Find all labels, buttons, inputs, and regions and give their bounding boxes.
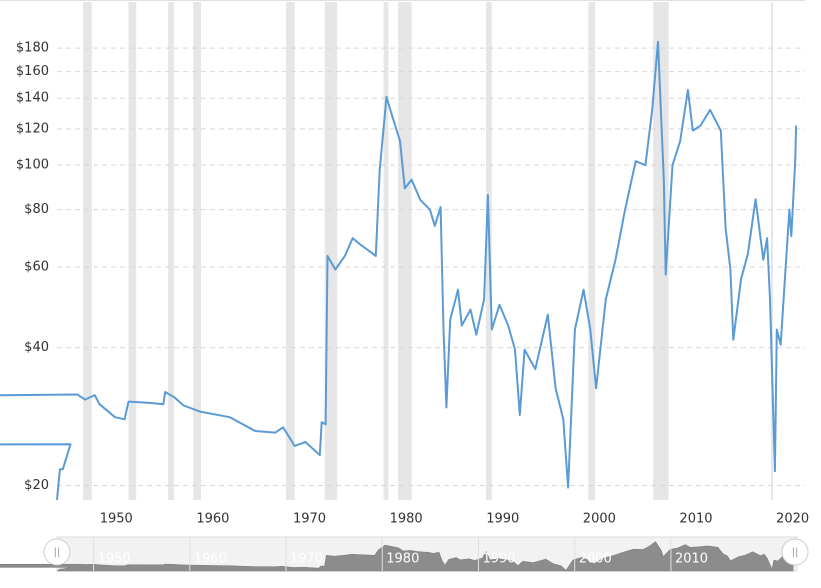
recession-band bbox=[128, 2, 137, 500]
navigator-handle-right[interactable] bbox=[781, 538, 809, 566]
x-tick-label: 2020 bbox=[776, 512, 809, 527]
price-line bbox=[0, 40, 798, 501]
navigator-area bbox=[0, 541, 794, 572]
x-tick-label: 1970 bbox=[293, 512, 326, 527]
handle-grip: || bbox=[792, 547, 799, 558]
navigator-label: 1970 bbox=[290, 552, 323, 567]
recession-band bbox=[771, 2, 773, 500]
navigator-label: 1950 bbox=[98, 552, 131, 567]
x-tick-label: 2000 bbox=[583, 512, 616, 527]
navigator-label: 1990 bbox=[482, 552, 515, 567]
handle-grip: || bbox=[54, 547, 61, 558]
recession-band bbox=[398, 2, 412, 500]
x-tick-label: 1960 bbox=[196, 512, 229, 527]
y-tick-label: $100 bbox=[16, 158, 49, 173]
recession-band bbox=[193, 2, 201, 500]
navigator-label: 2010 bbox=[675, 552, 708, 567]
y-tick-label: $80 bbox=[24, 202, 49, 217]
recession-band bbox=[383, 2, 389, 500]
y-tick-label: $40 bbox=[24, 340, 49, 355]
y-tick-label: $120 bbox=[16, 121, 49, 136]
recession-band bbox=[653, 2, 669, 500]
recession-band bbox=[168, 2, 174, 500]
x-tick-label: 2010 bbox=[679, 512, 712, 527]
recession-band bbox=[324, 2, 338, 500]
x-tick-label: 1990 bbox=[486, 512, 519, 527]
y-tick-label: $60 bbox=[24, 259, 49, 274]
x-tick-label: 1950 bbox=[100, 512, 133, 527]
recession-band bbox=[588, 2, 596, 500]
navigator-label: 1960 bbox=[194, 552, 227, 567]
y-tick-label: $20 bbox=[24, 478, 49, 493]
y-tick-label: $180 bbox=[16, 41, 49, 56]
y-tick-label: $160 bbox=[16, 64, 49, 79]
navigator-handle-left[interactable] bbox=[43, 538, 71, 566]
navigator-label: 2000 bbox=[579, 552, 612, 567]
x-tick-label: 1980 bbox=[390, 512, 423, 527]
recession-band bbox=[83, 2, 92, 500]
navigator-label: 1980 bbox=[386, 552, 419, 567]
y-tick-label: $140 bbox=[16, 91, 49, 106]
recession-band bbox=[285, 2, 295, 500]
